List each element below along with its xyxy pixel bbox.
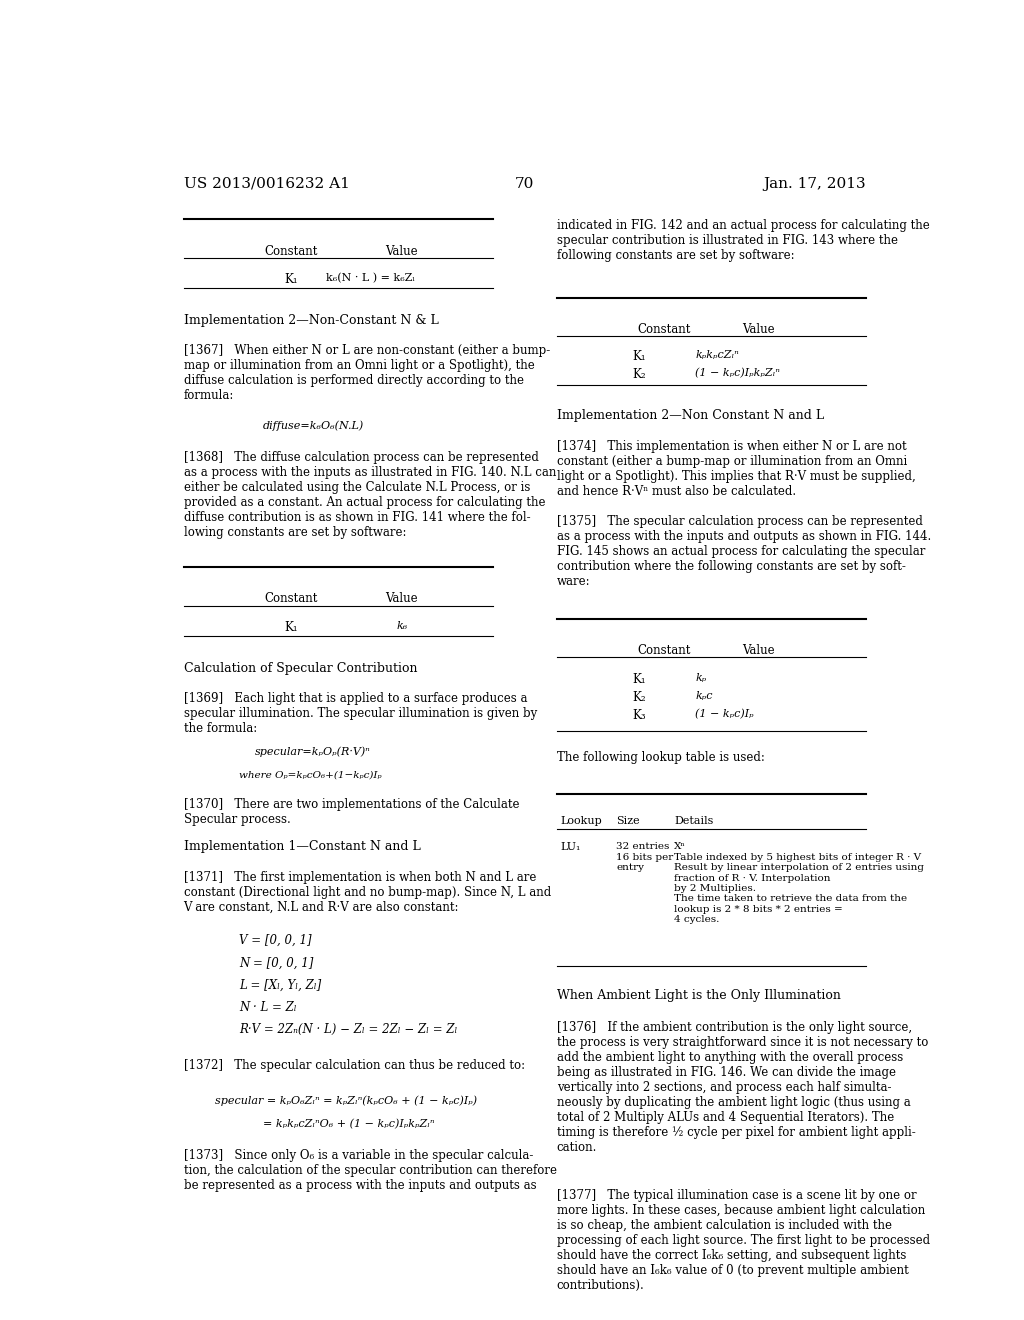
Text: [1377]   The typical illumination case is a scene lit by one or
more lights. In : [1377] The typical illumination case is … — [557, 1189, 930, 1292]
Text: Value: Value — [742, 644, 775, 657]
Text: 70: 70 — [515, 177, 535, 190]
Text: LU₁: LU₁ — [560, 842, 581, 853]
Text: R·V = 2Zₙ(N · L) − Zₗ = 2Zₗ − Zₗ = Zₗ: R·V = 2Zₙ(N · L) − Zₗ = 2Zₗ − Zₗ = Zₗ — [240, 1023, 458, 1036]
Text: [1376]   If the ambient contribution is the only light source,
the process is ve: [1376] If the ambient contribution is th… — [557, 1022, 928, 1154]
Text: K₂: K₂ — [632, 690, 645, 704]
Text: [1372]   The specular calculation can thus be reduced to:: [1372] The specular calculation can thus… — [183, 1059, 524, 1072]
Text: Constant: Constant — [637, 323, 690, 337]
Text: K₃: K₃ — [632, 709, 645, 722]
Text: Implementation 2—Non Constant N and L: Implementation 2—Non Constant N and L — [557, 409, 823, 422]
Text: kₚkₚcZₗⁿ: kₚkₚcZₗⁿ — [695, 351, 739, 360]
Text: specular = kₚO₆Zₗⁿ = kₚZₗⁿ(kₚcO₆ + (1 − kₚc)Iₚ): specular = kₚO₆Zₗⁿ = kₚZₗⁿ(kₚcO₆ + (1 − … — [215, 1096, 477, 1106]
Text: N = [0, 0, 1]: N = [0, 0, 1] — [240, 956, 313, 969]
Text: L = [Xₗ, Yₗ, Zₗ]: L = [Xₗ, Yₗ, Zₗ] — [240, 978, 322, 991]
Text: Value: Value — [742, 323, 775, 337]
Text: Lookup: Lookup — [560, 816, 602, 826]
Text: Constant: Constant — [264, 244, 317, 257]
Text: V = [0, 0, 1]: V = [0, 0, 1] — [240, 935, 311, 946]
Text: [1370]   There are two implementations of the Calculate
Specular process.: [1370] There are two implementations of … — [183, 797, 519, 826]
Text: Constant: Constant — [264, 593, 317, 606]
Text: K₁: K₁ — [632, 673, 645, 685]
Text: [1371]   The first implementation is when both N and L are
constant (Directional: [1371] The first implementation is when … — [183, 871, 551, 913]
Text: (1 − kₚc)Iₚ: (1 − kₚc)Iₚ — [695, 709, 754, 719]
Text: N · L = Zₗ: N · L = Zₗ — [240, 1001, 297, 1014]
Text: = kₚkₚcZₗⁿO₆ + (1 − kₚc)IₚkₚZₗⁿ: = kₚkₚcZₗⁿO₆ + (1 − kₚc)IₚkₚZₗⁿ — [263, 1119, 434, 1130]
Text: k₆(N · L ) = k₆Zₗ: k₆(N · L ) = k₆Zₗ — [326, 273, 415, 284]
Text: Constant: Constant — [637, 644, 690, 657]
Text: where Oₚ=kₚcO₆+(1−kₚc)Iₚ: where Oₚ=kₚcO₆+(1−kₚc)Iₚ — [240, 771, 382, 779]
Text: [1367]   When either N or L are non-constant (either a bump-
map or illumination: [1367] When either N or L are non-consta… — [183, 345, 550, 403]
Text: K₁: K₁ — [284, 620, 298, 634]
Text: Implementation 1—Constant N and L: Implementation 1—Constant N and L — [183, 841, 420, 854]
Text: kₚ: kₚ — [695, 673, 707, 682]
Text: Value: Value — [385, 593, 418, 606]
Text: diffuse=k₆O₆(N.L): diffuse=k₆O₆(N.L) — [263, 421, 365, 432]
Text: [1374]   This implementation is when either N or L are not
constant (either a bu: [1374] This implementation is when eithe… — [557, 440, 915, 498]
Text: When Ambient Light is the Only Illumination: When Ambient Light is the Only Illuminat… — [557, 989, 841, 1002]
Text: K₁: K₁ — [284, 273, 298, 286]
Text: Xⁿ
Table indexed by 5 highest bits of integer R · V
Result by linear interpolati: Xⁿ Table indexed by 5 highest bits of in… — [674, 842, 924, 924]
Text: specular=kₚOₚ(R·V)ⁿ: specular=kₚOₚ(R·V)ⁿ — [255, 747, 371, 758]
Text: Size: Size — [616, 816, 640, 826]
Text: K₂: K₂ — [632, 368, 645, 380]
Text: 32 entries
16 bits per
entry: 32 entries 16 bits per entry — [616, 842, 674, 873]
Text: [1375]   The specular calculation process can be represented
as a process with t: [1375] The specular calculation process … — [557, 515, 931, 589]
Text: The following lookup table is used:: The following lookup table is used: — [557, 751, 765, 764]
Text: Calculation of Specular Contribution: Calculation of Specular Contribution — [183, 661, 417, 675]
Text: Value: Value — [385, 244, 418, 257]
Text: Jan. 17, 2013: Jan. 17, 2013 — [764, 177, 866, 190]
Text: (1 − kₚc)IₚkₚZₗⁿ: (1 − kₚc)IₚkₚZₗⁿ — [695, 368, 780, 378]
Text: [1369]   Each light that is applied to a surface produces a
specular illuminatio: [1369] Each light that is applied to a s… — [183, 692, 537, 735]
Text: [1373]   Since only O₆ is a variable in the specular calcula-
tion, the calculat: [1373] Since only O₆ is a variable in th… — [183, 1148, 557, 1192]
Text: Details: Details — [674, 816, 714, 826]
Text: indicated in FIG. 142 and an actual process for calculating the
specular contrib: indicated in FIG. 142 and an actual proc… — [557, 219, 930, 263]
Text: k₆: k₆ — [396, 620, 408, 631]
Text: US 2013/0016232 A1: US 2013/0016232 A1 — [183, 177, 349, 190]
Text: [1368]   The diffuse calculation process can be represented
as a process with th: [1368] The diffuse calculation process c… — [183, 451, 556, 539]
Text: K₁: K₁ — [632, 351, 645, 363]
Text: kₚc: kₚc — [695, 690, 713, 701]
Text: Implementation 2—Non-Constant N & L: Implementation 2—Non-Constant N & L — [183, 314, 438, 327]
